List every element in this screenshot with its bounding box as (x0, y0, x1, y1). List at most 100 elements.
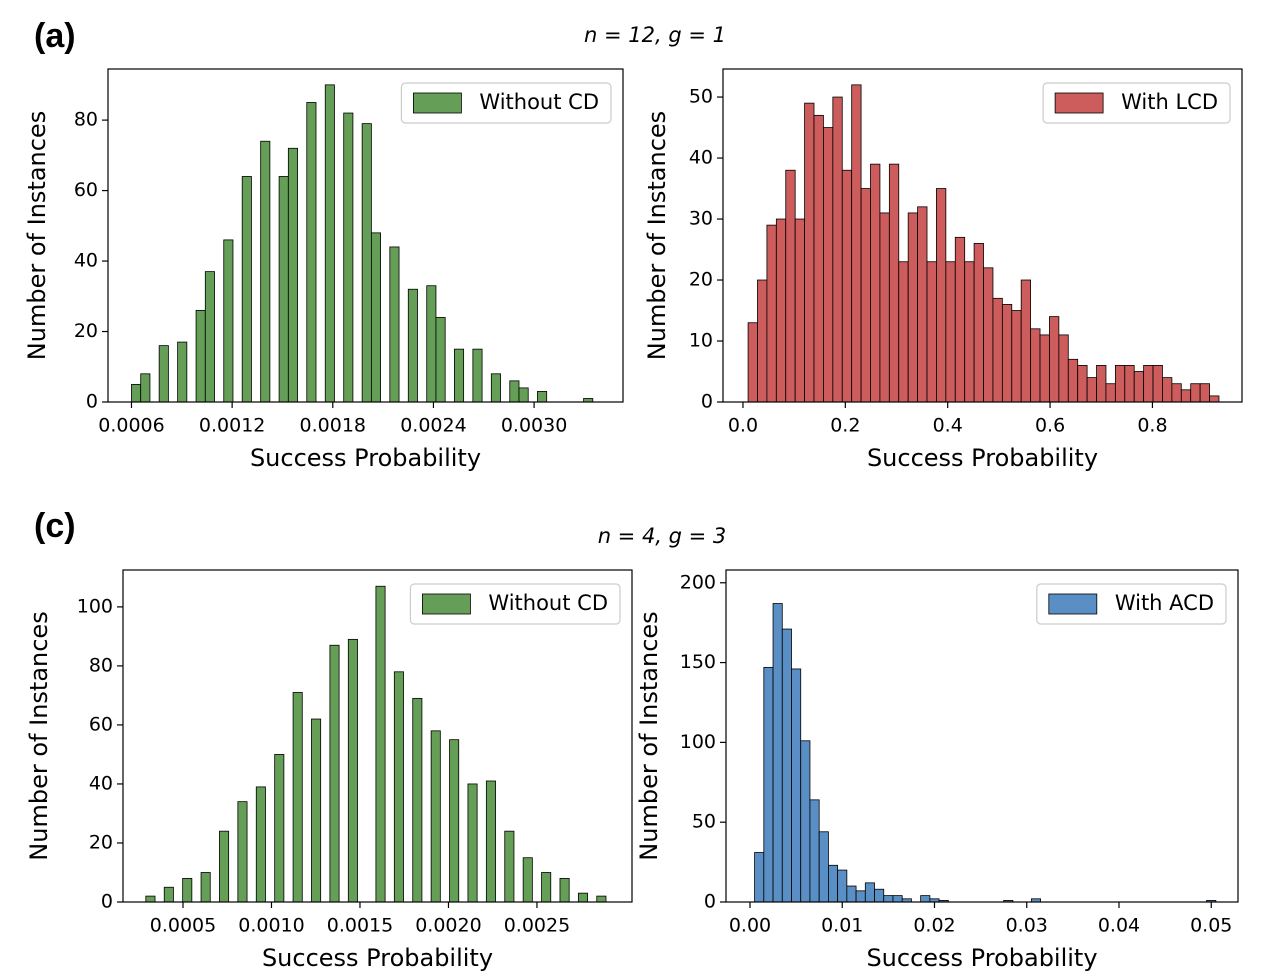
bar (389, 246, 400, 403)
x-tick-label: 0.0025 (504, 915, 570, 937)
bar (1133, 371, 1145, 403)
x-axis-label: Success Probability (250, 444, 481, 472)
bar (883, 895, 894, 903)
bar (255, 786, 266, 903)
bar (1143, 365, 1154, 403)
bar (1049, 316, 1060, 403)
bar (504, 830, 515, 903)
bar (393, 671, 404, 903)
bar (1096, 365, 1107, 403)
bar (1011, 310, 1022, 403)
panel-title: n = 4, g = 3 (598, 524, 727, 548)
x-tick-label: 0.02 (913, 915, 955, 937)
bar (1067, 358, 1079, 403)
legend: Without CD (409, 583, 621, 625)
bar (1020, 279, 1032, 403)
bar (343, 112, 354, 403)
y-tick-label: 30 (689, 208, 713, 230)
bar (1180, 389, 1192, 403)
bar (324, 84, 335, 403)
x-tick-label: 0.6 (1035, 415, 1065, 437)
bar (936, 188, 947, 403)
bar (983, 267, 994, 403)
bar (200, 872, 211, 903)
bar (870, 163, 881, 403)
bar (794, 218, 805, 403)
bar (1152, 365, 1163, 403)
bar (837, 869, 848, 903)
bar (472, 348, 483, 403)
bar (204, 271, 215, 403)
bar (1171, 383, 1182, 403)
y-tick-label: 80 (89, 654, 113, 676)
bar (145, 895, 156, 903)
bar (361, 123, 372, 403)
x-tick-label: 0.0015 (327, 915, 393, 937)
y-axis-label: Number of Instances (25, 611, 53, 860)
bar (964, 261, 975, 403)
bar (973, 243, 984, 403)
bar (917, 206, 928, 403)
bar (237, 801, 248, 903)
bar (804, 102, 815, 403)
bar (485, 780, 496, 903)
bar (757, 279, 768, 403)
bar (347, 638, 358, 903)
bar (435, 317, 446, 403)
bar (370, 232, 381, 403)
legend: Without CD (400, 82, 612, 124)
bar (163, 886, 174, 903)
legend-label: Without CD (479, 90, 599, 114)
bar (992, 297, 1003, 403)
bar (823, 127, 834, 403)
bar (278, 176, 289, 403)
bar (926, 261, 937, 403)
y-tick-label: 0 (86, 391, 98, 413)
legend-label: With LCD (1121, 90, 1218, 114)
y-tick-label: 60 (74, 179, 98, 201)
bar (177, 341, 188, 403)
x-tick-label: 0.0006 (98, 415, 164, 437)
y-tick-label: 40 (689, 147, 713, 169)
bar (1001, 304, 1013, 403)
bar (140, 373, 151, 403)
bar (1209, 395, 1220, 403)
legend-swatch (1048, 593, 1098, 615)
bar (306, 102, 317, 403)
bar (311, 718, 322, 903)
x-tick-label: 0.01 (821, 915, 863, 937)
bar (754, 852, 765, 903)
plot-frame (122, 569, 633, 903)
bar (846, 885, 857, 903)
bar (426, 285, 437, 403)
bar (747, 322, 758, 403)
bar (1030, 328, 1041, 403)
x-tick-label: 0.0020 (415, 915, 481, 937)
y-axis-label: Number of Instances (23, 111, 51, 360)
bar (1114, 365, 1126, 403)
y-tick-label: 20 (89, 831, 113, 853)
bar (766, 224, 777, 403)
plot-frame (722, 68, 1243, 403)
bar (864, 882, 875, 903)
y-tick-label: 50 (692, 811, 716, 833)
bar (898, 261, 909, 403)
bar (809, 799, 820, 903)
x-tick-label: 0.4 (933, 415, 963, 437)
y-tick-label: 20 (74, 320, 98, 342)
y-tick-label: 0 (101, 891, 113, 913)
bar (1086, 377, 1097, 403)
y-tick-label: 50 (689, 86, 713, 108)
bar (1058, 334, 1069, 403)
x-tick-label: 0.03 (1006, 915, 1048, 937)
y-tick-label: 200 (680, 571, 716, 593)
y-tick-label: 100 (77, 595, 113, 617)
bar (851, 84, 862, 403)
legend-label: Without CD (488, 591, 608, 615)
panel-label: (a) (34, 17, 76, 55)
bar (763, 666, 774, 903)
x-tick-label: 0.0005 (150, 915, 216, 937)
x-tick-label: 0.0024 (400, 415, 466, 437)
legend: With LCD (1042, 82, 1231, 124)
